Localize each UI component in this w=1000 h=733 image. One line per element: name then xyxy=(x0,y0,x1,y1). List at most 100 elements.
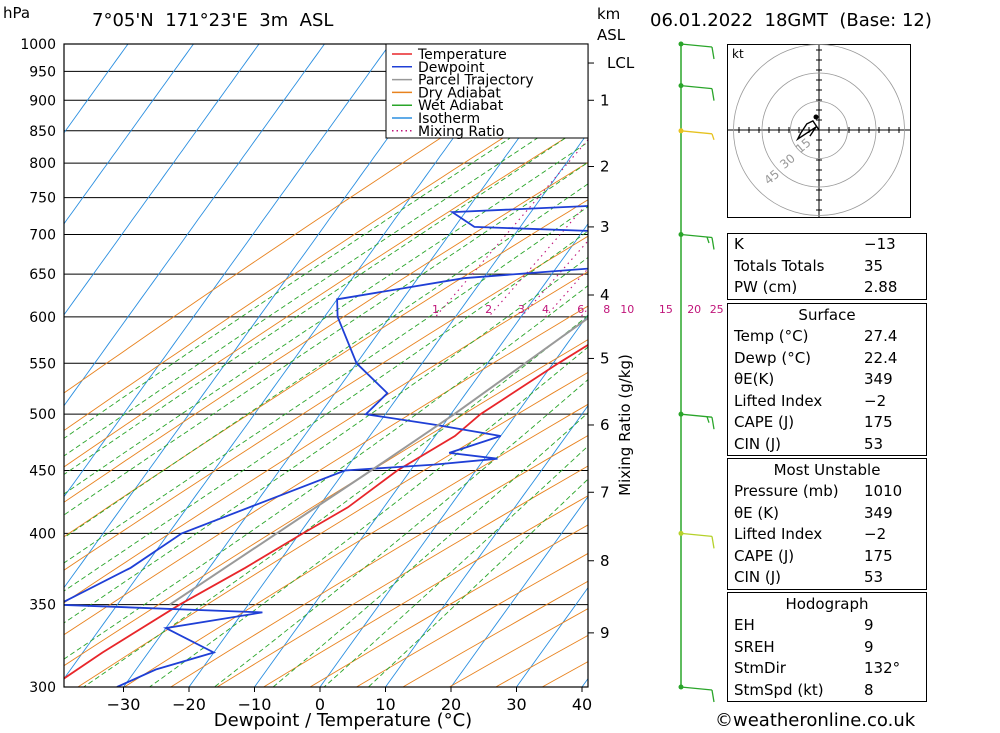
hodograph-ring xyxy=(733,44,905,216)
wind-barb xyxy=(680,84,715,101)
pressure-tick-label: 650 xyxy=(29,267,56,283)
legend-entry: Dewpoint xyxy=(418,60,485,76)
surface-panel: Surface Temp (°C) 27.4 Dewp (°C) 22.4 θE(K) 3… xyxy=(727,303,927,456)
hodograph-point xyxy=(813,114,819,120)
hodograph-stats-title: Hodograph xyxy=(785,595,869,613)
hodograph-stat-label: EH xyxy=(734,616,755,634)
isotherm xyxy=(64,44,325,407)
hodograph-unit-label: kt xyxy=(732,47,744,61)
pressure-tick-label: 300 xyxy=(29,680,56,696)
mixing-ratio-label: 10 xyxy=(620,303,634,316)
wet-adiabat xyxy=(64,85,588,439)
x-tick-label: 20 xyxy=(441,695,461,714)
wet-adiabat xyxy=(83,315,588,687)
legend-entry: Temperature xyxy=(417,47,507,63)
dry-adiabat xyxy=(64,199,588,538)
pressure-tick-label: 900 xyxy=(29,93,56,109)
legend-entry: Mixing Ratio xyxy=(418,124,504,140)
isotherm xyxy=(188,132,588,687)
dry-adiabat xyxy=(170,435,588,687)
temperature-line xyxy=(64,343,588,680)
station-location: 7°05'N 171°23'E 3m ASL xyxy=(92,10,334,31)
x-tick-label: −30 xyxy=(107,695,141,714)
pressure-tick-label: 800 xyxy=(29,156,56,172)
x-tick-label: −20 xyxy=(172,695,206,714)
surface-row: Dewp (°C) 22.4 xyxy=(728,348,926,370)
most-unstable-row: CAPE (J) 175 xyxy=(728,546,926,568)
legend-entry: Isotherm xyxy=(418,111,480,127)
isotherm xyxy=(385,404,588,687)
pressure-tick-label: 500 xyxy=(29,407,56,423)
mixing-ratio-axis-label: Mixing Ratio (g/kg) xyxy=(616,354,634,496)
pressure-tick-label: 400 xyxy=(29,526,56,542)
surface-row: Temp (°C) 27.4 xyxy=(728,326,926,348)
hodograph-stat-row: EH 9 xyxy=(728,615,926,637)
copyright-link[interactable]: ©weatheronline.co.uk xyxy=(715,710,916,731)
km-tick-label: 8 xyxy=(600,552,610,570)
surface-label: Temp (°C) xyxy=(734,327,809,345)
x-tick-label: −10 xyxy=(238,695,272,714)
wind-barb xyxy=(680,130,715,141)
surface-row: CAPE (J) 175 xyxy=(728,412,926,434)
pressure-tick-label: 950 xyxy=(29,64,56,80)
isotherm xyxy=(64,44,260,316)
isotherm xyxy=(123,44,587,687)
index-label: PW (cm) xyxy=(734,278,798,296)
x-tick-label: 30 xyxy=(506,695,526,714)
mixing-ratio-label: 2 xyxy=(485,303,492,316)
hodograph-stat-value: 132° xyxy=(864,659,901,677)
index-row: Totals Totals 35 xyxy=(728,256,926,278)
legend-entry: Parcel Trajectory xyxy=(418,73,534,89)
hodograph-stat-row: StmSpd (kt) 8 xyxy=(728,680,926,702)
pressure-tick-label: 450 xyxy=(29,463,56,479)
surface-row: θE(K) 349 xyxy=(728,369,926,391)
surface-value: −2 xyxy=(864,391,887,410)
hodograph-trace xyxy=(795,120,820,142)
km-tick-label: 7 xyxy=(600,483,610,501)
hodograph-stats-panel: Hodograph EH 9 SREH 9 StmDir 132° StmSpd (kt) 8 xyxy=(727,592,927,702)
wind-barb xyxy=(680,43,715,60)
mixing-ratio-label: 1 xyxy=(432,303,439,316)
most-unstable-label: θE (K) xyxy=(734,503,779,522)
surface-value: 349 xyxy=(864,370,893,388)
surface-value: 175 xyxy=(864,413,893,431)
isotherm xyxy=(64,44,391,498)
mixing-ratio-label: 3 xyxy=(518,303,525,316)
surface-title: Surface xyxy=(798,306,856,324)
hodograph-ring xyxy=(761,72,877,188)
mixing-ratio-label: 8 xyxy=(603,303,610,316)
wind-barb-column xyxy=(678,41,715,703)
isotherm xyxy=(450,495,588,687)
most-unstable-value: 349 xyxy=(864,503,893,522)
surface-label: Lifted Index xyxy=(734,391,823,410)
most-unstable-label: CIN (J) xyxy=(734,568,782,586)
isotherm xyxy=(64,44,456,589)
hodograph-ring xyxy=(790,101,848,159)
pressure-tick-label: 750 xyxy=(29,191,56,207)
legend-entry: Dry Adiabat xyxy=(418,85,501,101)
wet-adiabat xyxy=(272,412,588,687)
hodograph-stat-label: StmDir xyxy=(734,659,786,677)
most-unstable-row: Pressure (mb) 1010 xyxy=(728,481,926,503)
km-tick-label: 1 xyxy=(600,91,610,109)
x-tick-label: 0 xyxy=(315,695,325,714)
hodograph-stat-value: 9 xyxy=(864,616,874,634)
hodograph-stat-label: SREH xyxy=(734,637,775,656)
dry-adiabat xyxy=(64,271,588,604)
dewpoint-line xyxy=(64,205,588,687)
surface-label: Dewp (°C) xyxy=(734,348,812,367)
wet-adiabat xyxy=(64,141,588,495)
lcl-label: LCL xyxy=(607,54,635,72)
parcel-trajectory-line xyxy=(169,316,588,606)
wind-barb xyxy=(680,413,715,430)
isotherm xyxy=(64,44,129,134)
most-unstable-label: Pressure (mb) xyxy=(734,482,839,500)
x-tick-label: 40 xyxy=(572,695,592,714)
wind-barb xyxy=(680,233,715,250)
dry-adiabat xyxy=(263,495,588,687)
index-value: −13 xyxy=(864,235,896,253)
most-unstable-row: Lifted Index −2 xyxy=(728,524,926,546)
surface-row: CIN (J) 53 xyxy=(728,434,926,456)
most-unstable-panel: Most Unstable Pressure (mb) 1010 θE (K) 349… xyxy=(727,458,927,590)
pressure-tick-label: 700 xyxy=(29,227,56,243)
